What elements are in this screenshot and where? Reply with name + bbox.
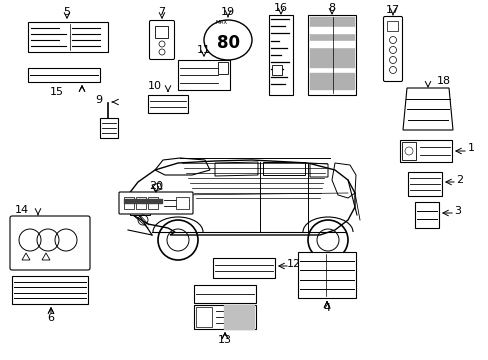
- Bar: [401, 142, 415, 160]
- Bar: [194, 285, 256, 303]
- Text: 80: 80: [216, 34, 239, 52]
- FancyBboxPatch shape: [383, 17, 402, 81]
- Bar: [100, 118, 118, 138]
- Text: 10: 10: [148, 81, 162, 91]
- Text: 3: 3: [453, 206, 461, 216]
- Text: 16: 16: [273, 3, 287, 13]
- Bar: [155, 26, 168, 38]
- Bar: [136, 197, 146, 209]
- Bar: [307, 15, 355, 95]
- Bar: [124, 197, 134, 209]
- Text: 12: 12: [286, 259, 301, 269]
- Bar: [148, 197, 158, 209]
- Bar: [178, 60, 229, 90]
- Bar: [218, 62, 227, 74]
- FancyBboxPatch shape: [119, 192, 193, 214]
- Text: 8: 8: [328, 3, 335, 13]
- Bar: [194, 305, 256, 329]
- Text: 1: 1: [467, 143, 473, 153]
- FancyBboxPatch shape: [149, 21, 174, 59]
- Bar: [213, 258, 274, 278]
- Text: 19: 19: [221, 7, 235, 17]
- Text: 11: 11: [197, 45, 210, 55]
- Bar: [196, 307, 212, 327]
- FancyBboxPatch shape: [10, 216, 90, 270]
- Bar: [297, 252, 355, 298]
- Bar: [148, 95, 187, 113]
- Bar: [271, 65, 282, 75]
- Text: MAX: MAX: [216, 19, 227, 24]
- Text: 6: 6: [47, 313, 54, 323]
- Bar: [28, 68, 100, 82]
- Bar: [414, 202, 438, 228]
- Text: 13: 13: [218, 335, 231, 345]
- Bar: [12, 276, 88, 304]
- Text: 20: 20: [149, 181, 163, 191]
- Bar: [28, 22, 108, 52]
- Bar: [268, 15, 292, 95]
- Bar: [399, 140, 451, 162]
- Text: 7: 7: [158, 7, 165, 17]
- Bar: [176, 197, 189, 209]
- Bar: [130, 200, 150, 215]
- Text: 18: 18: [436, 76, 450, 86]
- Text: 4: 4: [323, 303, 330, 313]
- Text: 14: 14: [15, 205, 29, 215]
- Bar: [386, 21, 397, 31]
- Bar: [407, 172, 441, 196]
- Text: 15: 15: [50, 87, 64, 97]
- Text: 17: 17: [385, 5, 399, 15]
- Text: 2: 2: [455, 175, 463, 185]
- Text: 9: 9: [95, 95, 102, 105]
- Text: 5: 5: [63, 7, 70, 17]
